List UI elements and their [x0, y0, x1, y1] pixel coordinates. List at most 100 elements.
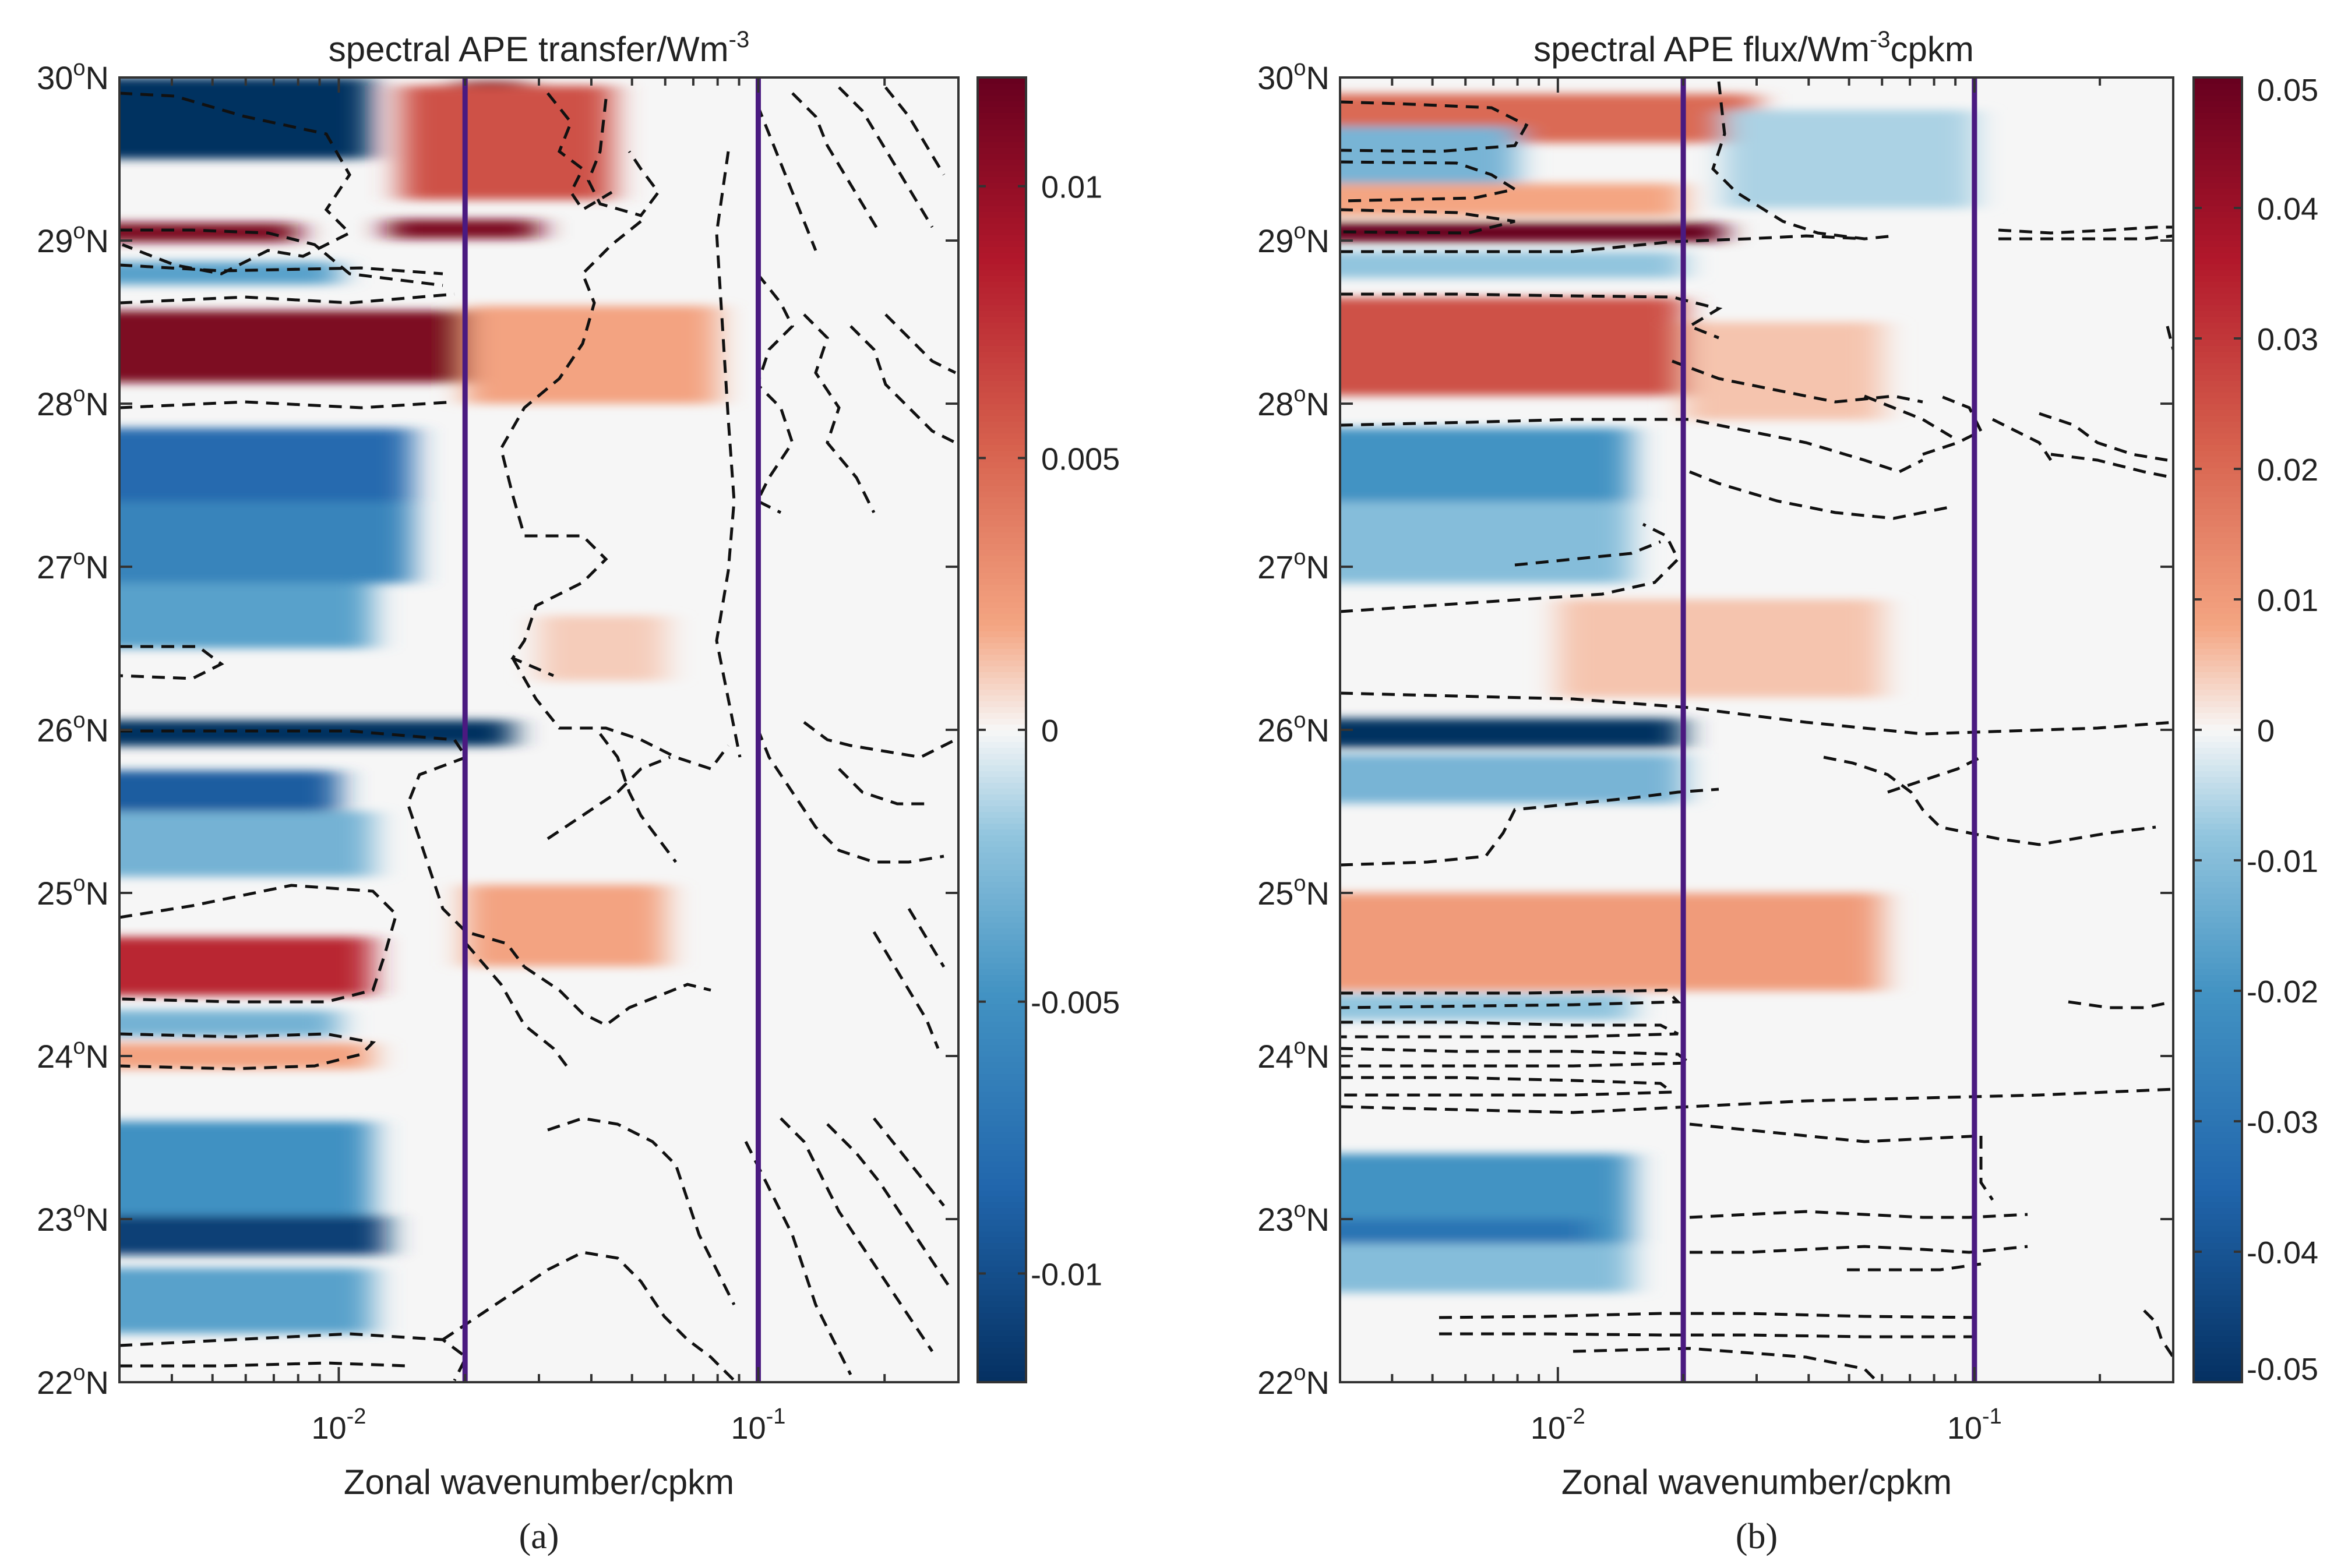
colorbar-cell [978, 823, 1026, 829]
colorbar-cell [2194, 147, 2242, 154]
colorbar-cell [978, 363, 1026, 369]
y-tick-label: 27oN [1257, 545, 1330, 585]
contour-line [884, 313, 957, 375]
colorbar-cell [2194, 398, 2242, 404]
colorbar-cell [978, 1085, 1026, 1092]
contour-line [1340, 787, 1719, 867]
heatmap-band [119, 428, 413, 510]
colorbar-cell [978, 95, 1026, 101]
colorbar-cell [2194, 1138, 2242, 1144]
colorbar-cell [2194, 142, 2242, 148]
y-tick-label: 26oN [37, 708, 109, 748]
colorbar-cell [978, 689, 1026, 695]
colorbar-cell [978, 153, 1026, 160]
heatmap-band [119, 77, 372, 159]
colorbar-cell [978, 741, 1026, 748]
colorbar-cell [2194, 788, 2242, 794]
contour-line [756, 728, 944, 864]
colorbar-cell [2194, 287, 2242, 294]
colorbar-cell [978, 328, 1026, 334]
colorbar-cell [2194, 538, 2242, 544]
x-tick-label: 10-1 [1947, 1404, 2002, 1446]
colorbar-cell [2194, 648, 2242, 655]
colorbar-cell [2194, 753, 2242, 760]
colorbar-cell [978, 567, 1026, 573]
colorbar-tick-label: 0 [2257, 714, 2275, 748]
colorbar-cell [978, 538, 1026, 544]
colorbar-cell [978, 369, 1026, 375]
colorbar-cell [2194, 561, 2242, 567]
colorbar-cell [2194, 299, 2242, 305]
panel-b-plot-area [1339, 76, 2174, 1383]
colorbar-cell [978, 980, 1026, 987]
colorbar-cell [2194, 1277, 2242, 1284]
colorbar-cell [978, 1015, 1026, 1022]
colorbar-cell [978, 683, 1026, 690]
contour-line [523, 965, 711, 1027]
colorbar-cell [978, 584, 1026, 591]
colorbar-cell [2194, 112, 2242, 119]
colorbar-cell [978, 1079, 1026, 1086]
colorbar-cell [978, 241, 1026, 247]
colorbar-cell [2194, 340, 2242, 346]
colorbar-cell [978, 608, 1026, 614]
colorbar-tick-label: -0.005 [1031, 986, 1120, 1020]
colorbar-cell [2194, 1242, 2242, 1249]
colorbar-cell [978, 1202, 1026, 1208]
contour-line [715, 151, 742, 758]
colorbar-cell [978, 1248, 1026, 1255]
colorbar-cell [2194, 165, 2242, 171]
contour-line [599, 733, 677, 863]
colorbar-cell [2194, 1353, 2242, 1359]
colorbar-cell [2194, 520, 2242, 527]
x-tick-label: 10-2 [1531, 1404, 1585, 1446]
heatmap-band [119, 502, 413, 583]
y-tick-label: 24oN [1257, 1034, 1330, 1075]
contour-line [872, 931, 940, 1049]
colorbar-cell [2194, 270, 2242, 276]
colorbar-cell [978, 421, 1026, 428]
colorbar-cell [978, 182, 1026, 189]
colorbar-cell [2194, 730, 2242, 736]
colorbar-cell [978, 1306, 1026, 1313]
colorbar-cell [2194, 211, 2242, 218]
contour-line [2143, 1309, 2173, 1358]
colorbar-cell [2194, 870, 2242, 876]
colorbar-cell [2194, 439, 2242, 445]
colorbar-cell [2194, 281, 2242, 288]
colorbar-cell [2194, 159, 2242, 165]
colorbar-cell [2194, 974, 2242, 981]
colorbar-cell [978, 771, 1026, 777]
heatmap-band [119, 811, 372, 877]
colorbar-cell [2194, 980, 2242, 987]
colorbar-cell [978, 468, 1026, 474]
colorbar-cell [2194, 386, 2242, 393]
contour-line [1689, 1122, 1982, 1143]
colorbar-cell [978, 1009, 1026, 1016]
colorbar-cell [978, 77, 1026, 84]
colorbar-cell [978, 1277, 1026, 1284]
colorbar-cell [2194, 1260, 2242, 1266]
colorbar-cell [978, 858, 1026, 864]
y-tick-label: 27oN [37, 545, 109, 585]
colorbar-cell [978, 532, 1026, 538]
colorbar-cell [978, 1318, 1026, 1325]
colorbar-cell [2194, 252, 2242, 259]
colorbar-cell [2194, 345, 2242, 352]
colorbar-cell [978, 561, 1026, 567]
panel-a-x-axis-label: Zonal wavenumber/cpkm [344, 1463, 734, 1502]
colorbar-cell [2194, 194, 2242, 200]
colorbar-cell [978, 258, 1026, 264]
colorbar-cell [978, 736, 1026, 742]
colorbar-cell [978, 514, 1026, 521]
colorbar-cell [2194, 1143, 2242, 1150]
contour-line [119, 645, 224, 680]
colorbar-cell [978, 759, 1026, 765]
colorbar-cell [2194, 806, 2242, 812]
colorbar-tick-label: -0.01 [1031, 1257, 1102, 1292]
colorbar-cell [978, 439, 1026, 445]
colorbar-cell [2194, 945, 2242, 952]
colorbar-cell [2194, 1248, 2242, 1255]
colorbar-cell [978, 899, 1026, 905]
colorbar-cell [978, 1138, 1026, 1144]
